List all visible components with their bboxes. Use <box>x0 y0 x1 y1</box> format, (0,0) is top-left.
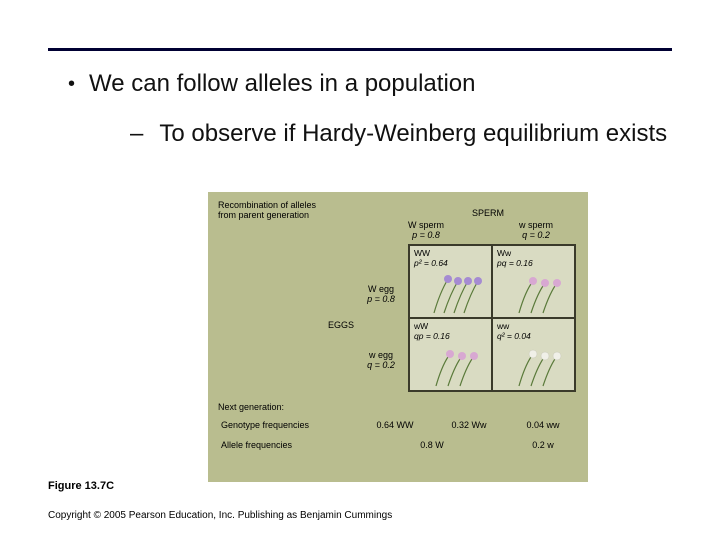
cell-Ww-calc: pq = 0.16 <box>497 259 570 269</box>
hardy-weinberg-figure: Recombination of alleles from parent gen… <box>208 192 588 482</box>
allele-w-val: 0.2 w <box>506 438 580 452</box>
egg-w-row: w egg q = 0.2 <box>356 350 406 371</box>
figure-label: Figure 13.7C <box>48 480 114 492</box>
sperm-W-freq: p = 0.8 <box>386 230 466 240</box>
eggs-header: EGGS <box>328 320 354 330</box>
cell-wW-calc: qp = 0.16 <box>414 332 487 342</box>
flower-pink-icon <box>510 269 572 315</box>
sperm-w-freq: q = 0.2 <box>496 230 576 240</box>
bullet-level-2: – To observe if Hardy-Weinberg equilibri… <box>130 120 690 148</box>
flower-pink-icon <box>427 342 489 388</box>
cell-WW-calc: p² = 0.64 <box>414 259 487 269</box>
geno-WW-val: 0.64 WW <box>358 418 432 432</box>
allele-W-val: 0.8 W <box>358 438 506 452</box>
title-rule <box>48 48 672 51</box>
egg-W-row: W egg p = 0.8 <box>356 284 406 305</box>
cell-wW: wW qp = 0.16 <box>409 318 492 391</box>
recombination-label: Recombination of alleles from parent gen… <box>218 200 328 221</box>
bullet-2-text: To observe if Hardy-Weinberg equilibrium… <box>159 120 667 148</box>
copyright-text: Copyright © 2005 Pearson Education, Inc.… <box>48 510 392 521</box>
flower-white-icon <box>510 342 572 388</box>
bullet-dash: – <box>130 120 143 148</box>
egg-w-label: w egg <box>356 350 406 360</box>
sperm-W-col: W sperm p = 0.8 <box>386 220 466 241</box>
allele-freq-label: Allele frequencies <box>218 438 358 452</box>
sperm-w-col: w sperm q = 0.2 <box>496 220 576 241</box>
sperm-header: SPERM <box>413 208 563 218</box>
egg-W-freq: p = 0.8 <box>356 294 406 304</box>
flower-purple-icon <box>427 269 489 315</box>
geno-ww-val: 0.04 ww <box>506 418 580 432</box>
sperm-W-label: W sperm <box>386 220 466 230</box>
frequency-table: Genotype frequencies 0.64 WW 0.32 Ww 0.0… <box>218 418 578 452</box>
cell-ww: ww q² = 0.04 <box>492 318 575 391</box>
punnett-square: WW p² = 0.64 Ww pq = 0.16 <box>408 244 576 392</box>
genotype-freq-label: Genotype frequencies <box>218 418 358 432</box>
sperm-w-label: w sperm <box>496 220 576 230</box>
cell-Ww: Ww pq = 0.16 <box>492 245 575 318</box>
next-generation-label: Next generation: <box>218 402 284 412</box>
bullet-1-text: We can follow alleles in a population <box>89 70 475 98</box>
egg-W-label: W egg <box>356 284 406 294</box>
cell-WW: WW p² = 0.64 <box>409 245 492 318</box>
cell-ww-calc: q² = 0.04 <box>497 332 570 342</box>
geno-Ww-val: 0.32 Ww <box>432 418 506 432</box>
bullet-level-1: • We can follow alleles in a population <box>68 70 475 98</box>
bullet-dot: • <box>68 70 75 98</box>
egg-w-freq: q = 0.2 <box>356 360 406 370</box>
